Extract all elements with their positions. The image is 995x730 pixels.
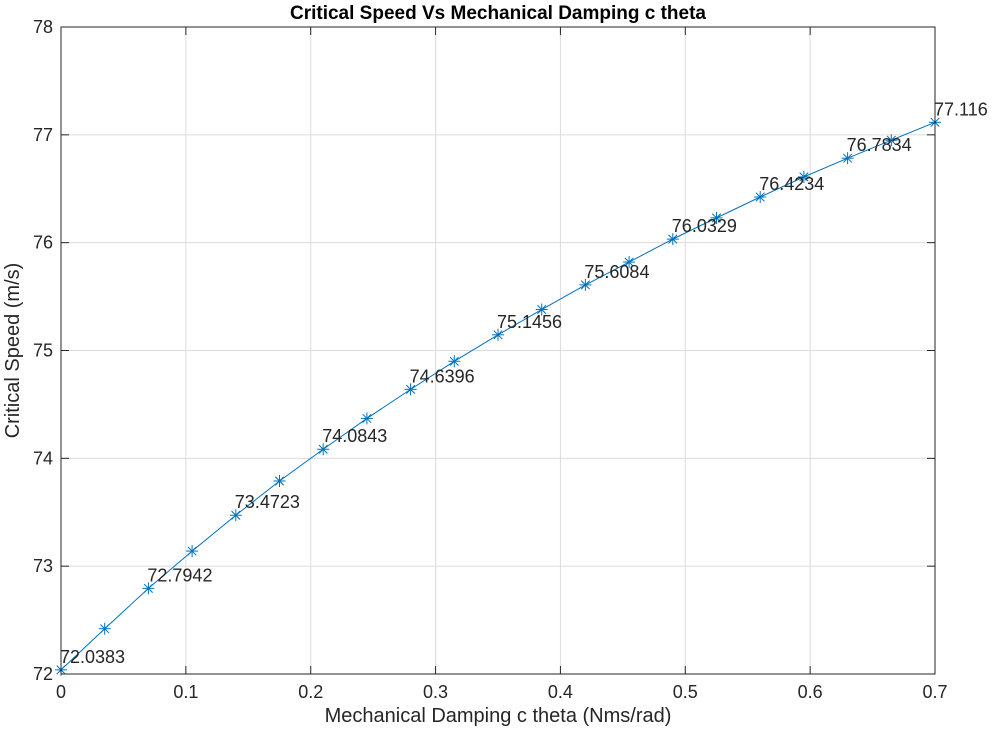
- data-label: 72.0383: [60, 647, 125, 667]
- data-point: [623, 256, 636, 269]
- data-point: [797, 170, 810, 183]
- data-label: 75.1456: [497, 312, 562, 332]
- y-tick-label: 74: [33, 448, 53, 468]
- data-label: 76.4234: [759, 174, 824, 194]
- data-point: [360, 412, 373, 425]
- y-tick-label: 76: [33, 233, 53, 253]
- data-point: [841, 152, 854, 165]
- data-label: 74.0843: [322, 426, 387, 446]
- y-tick-label: 77: [33, 125, 53, 145]
- data-point: [885, 134, 898, 147]
- data-label: 73.4723: [235, 492, 300, 512]
- data-point: [579, 278, 592, 291]
- data-point: [666, 233, 679, 246]
- chart-title: Critical Speed Vs Mechanical Damping c t…: [290, 3, 706, 24]
- data-point: [273, 474, 286, 487]
- data-label: 76.7834: [847, 135, 912, 155]
- x-tick-label: 0: [56, 682, 66, 702]
- data-point: [535, 303, 548, 316]
- data-label: 76.0329: [672, 216, 737, 236]
- x-tick-label: 0.4: [548, 682, 573, 702]
- data-label: 74.6396: [410, 366, 475, 386]
- y-axis-label: Critical Speed (m/s): [2, 263, 24, 439]
- x-tick-label: 0.2: [298, 682, 323, 702]
- data-markers: [55, 116, 941, 676]
- data-point: [492, 328, 504, 341]
- y-ticks: 72 73 74 75 76 77 78: [33, 17, 935, 684]
- y-tick-label: 75: [33, 341, 53, 361]
- series-polyline: [60, 121, 936, 671]
- data-point: [404, 383, 417, 396]
- data-point: [754, 191, 767, 204]
- grid-lines: [60, 26, 936, 675]
- x-axis-label: Mechanical Damping c theta (Nms/rad): [325, 705, 672, 727]
- data-labels: 72.0383 72.7942 73.4723 74.0843 74.6396 75.14…: [60, 99, 988, 667]
- data-point: [317, 443, 330, 456]
- data-point: [186, 545, 199, 558]
- data-point: [98, 622, 111, 635]
- data-label: 72.7942: [147, 565, 212, 585]
- x-tick-label: 0.5: [673, 682, 698, 702]
- data-point: [229, 509, 242, 522]
- x-tick-label: 0.7: [922, 682, 947, 702]
- y-tick-label: 72: [33, 664, 53, 684]
- x-tick-label: 0.6: [798, 682, 823, 702]
- series-line: [60, 121, 936, 671]
- data-point: [448, 355, 461, 368]
- data-point: [142, 582, 155, 595]
- x-tick-label: 0.1: [173, 682, 198, 702]
- y-tick-label: 73: [33, 556, 53, 576]
- data-label: 75.6084: [584, 262, 649, 282]
- y-tick-label: 78: [33, 17, 53, 37]
- x-tick-label: 0.3: [423, 682, 448, 702]
- data-label: 77.116: [934, 99, 988, 119]
- data-point: [710, 211, 723, 224]
- x-ticks: 0 0.1 0.2 0.3 0.4 0.5 0.6 0.7: [56, 27, 948, 702]
